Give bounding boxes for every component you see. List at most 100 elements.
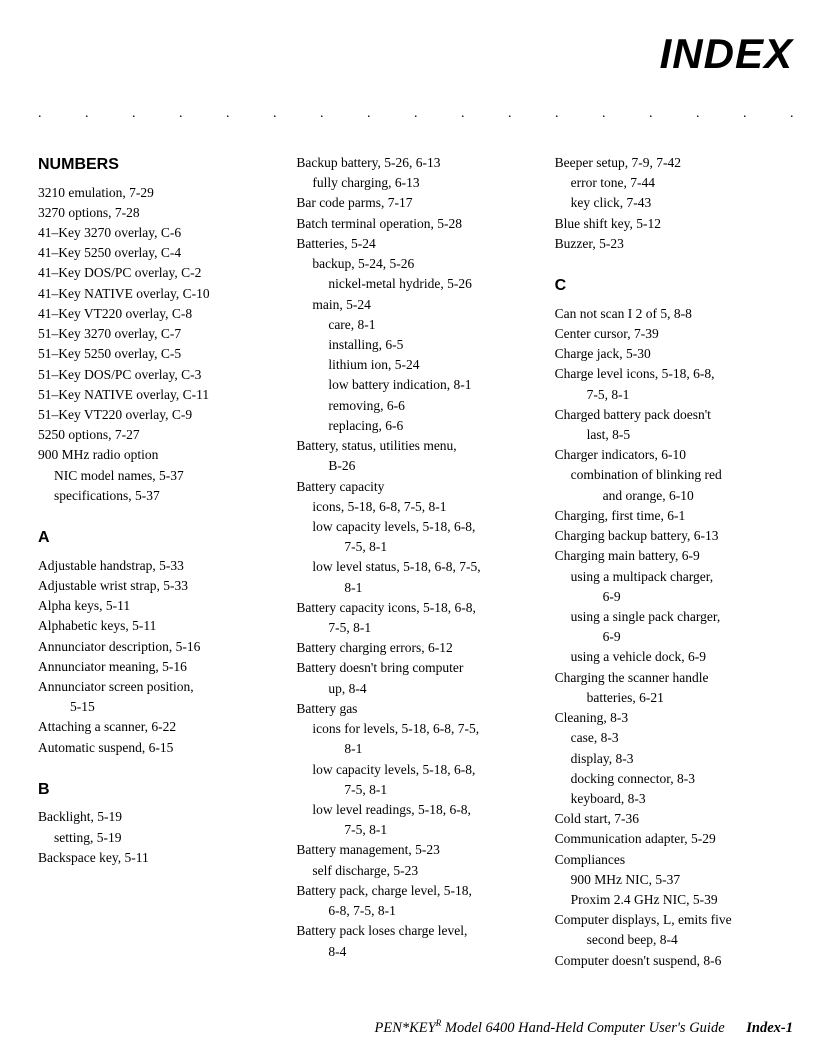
index-continuation: B-26 [296,457,534,475]
index-entry: Annunciator description, 5-16 [38,638,276,656]
index-continuation: second beep, 8-4 [555,931,793,949]
index-entry: Charging the scanner handle [555,669,793,687]
index-entry: Annunciator screen position, [38,678,276,696]
index-columns: NUMBERS 3210 emulation, 7-29 3270 option… [38,154,793,972]
index-entry: Charging backup battery, 6-13 [555,527,793,545]
index-entry: Automatic suspend, 6-15 [38,739,276,757]
index-entry: Bar code parms, 7-17 [296,194,534,212]
index-continuation: 5-15 [38,698,276,716]
index-subentry: Proxim 2.4 GHz NIC, 5-39 [555,891,793,909]
page-title: INDEX [38,30,793,78]
index-entry: Alphabetic keys, 5-11 [38,617,276,635]
index-subentry: setting, 5-19 [38,829,276,847]
index-entry: Battery charging errors, 6-12 [296,639,534,657]
column-1: NUMBERS 3210 emulation, 7-29 3270 option… [38,154,276,972]
index-entry: 3270 options, 7-28 [38,204,276,222]
index-subentry: icons for levels, 5-18, 6-8, 7-5, [296,720,534,738]
index-entry: 51–Key DOS/PC overlay, C-3 [38,366,276,384]
index-entry: Annunciator meaning, 5-16 [38,658,276,676]
index-subsubentry: lithium ion, 5-24 [296,356,534,374]
index-entry: Battery pack, charge level, 5-18, [296,882,534,900]
index-entry: 41–Key DOS/PC overlay, C-2 [38,264,276,282]
index-entry: Charger indicators, 6-10 [555,446,793,464]
index-subsubentry: nickel-metal hydride, 5-26 [296,275,534,293]
index-continuation: 7-5, 8-1 [555,386,793,404]
index-entry: 51–Key NATIVE overlay, C-11 [38,386,276,404]
index-continuation: last, 8-5 [555,426,793,444]
section-numbers: NUMBERS [38,154,276,176]
index-entry: Battery, status, utilities menu, [296,437,534,455]
index-entry: Battery management, 5-23 [296,841,534,859]
index-entry: Adjustable handstrap, 5-33 [38,557,276,575]
index-continuation: 7-5, 8-1 [296,538,534,556]
index-entry: Center cursor, 7-39 [555,325,793,343]
index-continuation: 8-1 [296,579,534,597]
index-entry: Compliances [555,851,793,869]
index-entry: Computer displays, L, emits five [555,911,793,929]
index-entry: 3210 emulation, 7-29 [38,184,276,202]
index-subsubentry: removing, 6-6 [296,397,534,415]
index-continuation: 7-5, 8-1 [296,821,534,839]
column-3: Beeper setup, 7-9, 7-42 error tone, 7-44… [555,154,793,972]
index-entry: Battery pack loses charge level, [296,922,534,940]
index-entry: Communication adapter, 5-29 [555,830,793,848]
index-subentry: display, 8-3 [555,750,793,768]
index-continuation: and orange, 6-10 [555,487,793,505]
index-subentry: self discharge, 5-23 [296,862,534,880]
index-entry: Adjustable wrist strap, 5-33 [38,577,276,595]
index-entry: Buzzer, 5-23 [555,235,793,253]
page-footer: PEN*KEYR Model 6400 Hand-Held Computer U… [375,1018,794,1037]
index-continuation: 8-4 [296,943,534,961]
index-entry: Battery capacity [296,478,534,496]
index-subsubentry: care, 8-1 [296,316,534,334]
index-entry: Cold start, 7-36 [555,810,793,828]
index-subentry: low level readings, 5-18, 6-8, [296,801,534,819]
index-entry: Backup battery, 5-26, 6-13 [296,154,534,172]
separator-dots: . . . . . . . . . . . . . . . . . . . . … [38,106,793,124]
index-entry: Charged battery pack doesn't [555,406,793,424]
index-subsubentry: replacing, 6-6 [296,417,534,435]
index-subentry: using a multipack charger, [555,568,793,586]
index-subentry: NIC model names, 5-37 [38,467,276,485]
index-continuation: up, 8-4 [296,680,534,698]
index-entry: Charging, first time, 6-1 [555,507,793,525]
index-entry: Charging main battery, 6-9 [555,547,793,565]
index-entry: Charge level icons, 5-18, 6-8, [555,365,793,383]
index-entry: Cleaning, 8-3 [555,709,793,727]
index-subentry: error tone, 7-44 [555,174,793,192]
index-entry: Alpha keys, 5-11 [38,597,276,615]
index-entry: Batch terminal operation, 5-28 [296,215,534,233]
index-entry: Backspace key, 5-11 [38,849,276,867]
index-continuation: 7-5, 8-1 [296,619,534,637]
index-entry: Battery gas [296,700,534,718]
index-subsubentry: installing, 6-5 [296,336,534,354]
index-subentry: low capacity levels, 5-18, 6-8, [296,761,534,779]
index-subentry: using a single pack charger, [555,608,793,626]
index-entry: 51–Key VT220 overlay, C-9 [38,406,276,424]
index-subentry: icons, 5-18, 6-8, 7-5, 8-1 [296,498,534,516]
index-entry: Computer doesn't suspend, 8-6 [555,952,793,970]
index-subentry: specifications, 5-37 [38,487,276,505]
index-entry: 900 MHz radio option [38,446,276,464]
index-continuation: 8-1 [296,740,534,758]
section-b: B [38,779,276,801]
index-subentry: docking connector, 8-3 [555,770,793,788]
footer-product: PEN*KEY [375,1020,436,1036]
index-entry: Battery doesn't bring computer [296,659,534,677]
index-subentry: low capacity levels, 5-18, 6-8, [296,518,534,536]
footer-page-number: Index-1 [746,1020,793,1036]
index-entry: 41–Key 5250 overlay, C-4 [38,244,276,262]
section-a: A [38,527,276,549]
footer-title: Model 6400 Hand-Held Computer User's Gui… [441,1020,724,1036]
index-continuation: 6-8, 7-5, 8-1 [296,902,534,920]
index-subentry: fully charging, 6-13 [296,174,534,192]
index-subentry: key click, 7-43 [555,194,793,212]
index-continuation: 6-9 [555,588,793,606]
index-entry: Batteries, 5-24 [296,235,534,253]
index-subentry: combination of blinking red [555,466,793,484]
index-subentry: case, 8-3 [555,729,793,747]
index-entry: Backlight, 5-19 [38,808,276,826]
index-entry: 41–Key NATIVE overlay, C-10 [38,285,276,303]
index-continuation: batteries, 6-21 [555,689,793,707]
index-subsubentry: low battery indication, 8-1 [296,376,534,394]
